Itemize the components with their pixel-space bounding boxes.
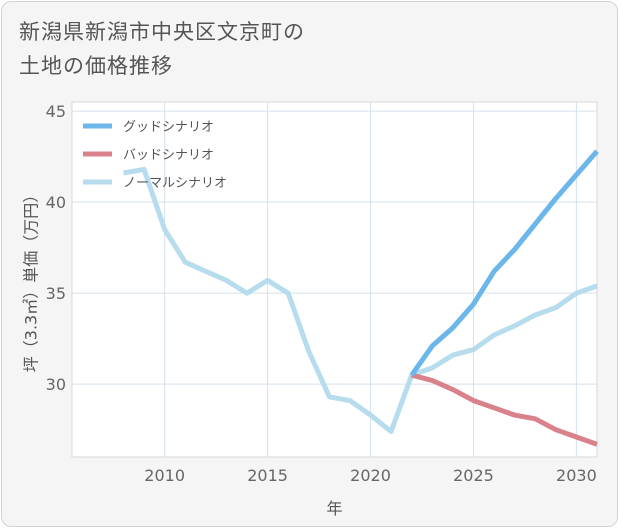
legend-label-1: バッドシナリオ — [123, 148, 214, 163]
x-tick-2020: 2020 — [350, 466, 391, 485]
x-axis-label: 年 — [326, 499, 342, 518]
y-tick-45: 45 — [46, 102, 66, 121]
legend-label-2: ノーマルシナリオ — [123, 176, 227, 191]
x-tick-2010: 2010 — [144, 466, 185, 485]
y-tick-40: 40 — [46, 193, 66, 212]
x-tick-2025: 2025 — [453, 466, 494, 485]
y-axis-ticks: 30 35 40 45 — [46, 102, 66, 394]
y-tick-35: 35 — [46, 284, 66, 303]
price-chart: 2010 2015 2020 2025 2030 30 35 40 45 グッドシナリオバッド… — [0, 0, 621, 530]
legend-label-0: グッドシナリオ — [123, 120, 214, 135]
x-axis-ticks: 2010 2015 2020 2025 2030 — [144, 466, 596, 485]
x-tick-2030: 2030 — [556, 466, 597, 485]
x-tick-2015: 2015 — [247, 466, 288, 485]
y-axis-label: 坪（3.3㎡）単価（万円） — [22, 187, 41, 372]
y-tick-30: 30 — [46, 375, 66, 394]
